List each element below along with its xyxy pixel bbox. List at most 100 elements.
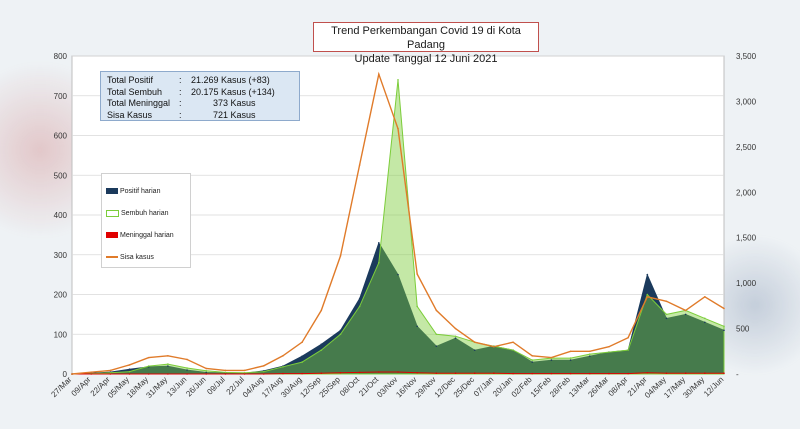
data-point: [262, 373, 265, 375]
data-point: [128, 373, 131, 375]
data-point: [339, 255, 342, 257]
x-tick-label: 09/Jul: [205, 375, 227, 397]
data-point: [320, 343, 323, 345]
data-point: [224, 373, 227, 375]
data-point: [704, 321, 706, 324]
data-point: [205, 370, 208, 372]
data-point: [147, 373, 150, 375]
x-tick-label: 31/May: [144, 375, 169, 400]
data-point: [646, 273, 649, 276]
data-point: [569, 350, 572, 353]
data-point: [665, 317, 668, 320]
data-point: [627, 349, 629, 351]
data-point: [416, 273, 418, 275]
data-point: [224, 369, 227, 372]
data-point: [167, 363, 169, 365]
y-left-tick-label: 100: [54, 330, 68, 339]
data-point: [167, 373, 169, 375]
data-point: [358, 297, 361, 300]
data-point: [397, 79, 399, 81]
data-point: [608, 345, 610, 348]
summary-row-sisa: Sisa Kasus : 721 Kasus: [107, 110, 293, 122]
y-left-tick-label: 700: [54, 92, 68, 101]
data-point: [90, 373, 92, 375]
data-point: [473, 349, 476, 351]
y-left-tick-label: 600: [54, 132, 68, 141]
data-point: [128, 364, 131, 366]
data-point: [588, 355, 591, 357]
data-point: [378, 73, 380, 75]
data-point: [435, 372, 438, 375]
x-tick-label: 26/Jun: [184, 375, 207, 398]
data-point: [320, 349, 323, 351]
y-right-tick-label: 3,000: [736, 97, 757, 106]
data-point: [684, 309, 687, 312]
data-point: [704, 372, 706, 375]
x-tick-label: 07/Jan: [472, 375, 495, 398]
data-point: [665, 372, 668, 375]
data-point: [186, 358, 188, 361]
data-point: [531, 372, 534, 375]
data-point: [512, 341, 514, 344]
y-left-tick-label: 200: [54, 291, 68, 300]
legend-label-sembuh: Sembuh harian: [121, 209, 169, 217]
data-point: [301, 341, 303, 344]
data-point: [588, 353, 591, 355]
data-point: [262, 365, 265, 367]
data-point: [301, 372, 303, 375]
legend-swatch-positif: [106, 188, 118, 194]
y-right-tick-label: 3,500: [736, 52, 757, 61]
data-point: [282, 372, 284, 375]
data-point: [90, 371, 92, 373]
x-tick-label: 12/Jun: [702, 375, 725, 398]
data-point: [320, 309, 323, 312]
data-point: [378, 261, 380, 264]
data-point: [531, 361, 534, 363]
data-point: [454, 337, 457, 340]
data-point: [167, 355, 169, 357]
y-right-tick-label: 1,000: [736, 279, 757, 288]
data-point: [723, 325, 725, 328]
data-point: [186, 367, 188, 369]
data-point: [358, 305, 361, 308]
data-point: [435, 309, 438, 312]
data-point: [224, 371, 227, 374]
series-layer: [71, 71, 725, 375]
data-point: [454, 335, 457, 338]
data-point: [665, 300, 668, 303]
data-point: [569, 359, 572, 361]
summary-box: Total Positif : 21.269 Kasus (+83) Total…: [100, 71, 300, 121]
x-tick-label: 26/Mar: [586, 375, 610, 399]
x-tick-label: 27/Mar: [49, 375, 73, 399]
data-point: [397, 273, 399, 276]
data-point: [684, 313, 687, 316]
data-point: [608, 372, 610, 375]
data-point: [147, 365, 150, 367]
summary-value: 20.175 Kasus (+134): [191, 86, 275, 97]
chart-title: Trend Perkembangan Covid 19 di Kota Pada…: [313, 22, 539, 65]
data-point: [320, 372, 323, 375]
data-point: [454, 372, 457, 375]
data-point: [550, 356, 553, 359]
summary-value: 721 Kasus: [213, 109, 256, 120]
data-point: [109, 369, 112, 372]
y-right-tick-label: 1,500: [736, 234, 757, 243]
data-point: [704, 317, 706, 320]
data-point: [378, 242, 380, 244]
summary-value: 21.269 Kasus (+83): [191, 75, 270, 85]
data-point: [435, 333, 438, 336]
data-point: [646, 293, 649, 296]
y-right-tick-label: 500: [736, 325, 750, 334]
data-point: [416, 372, 418, 374]
data-point: [358, 371, 361, 374]
legend-item-meninggal: Meninggal harian: [106, 224, 186, 246]
legend-item-sembuh: Sembuh harian: [106, 202, 186, 224]
data-point: [282, 366, 284, 368]
chart-title-line2: Update Tanggal 12 Juni 2021: [354, 53, 498, 65]
x-tick-label: 30/May: [681, 375, 706, 400]
summary-label: Total Positif: [107, 75, 154, 85]
legend-label-positif: Positif harian: [120, 187, 161, 195]
summary-colon: :: [179, 98, 182, 108]
y-left-tick-label: 800: [54, 52, 68, 61]
x-tick-label: 08/Oct: [338, 375, 362, 399]
